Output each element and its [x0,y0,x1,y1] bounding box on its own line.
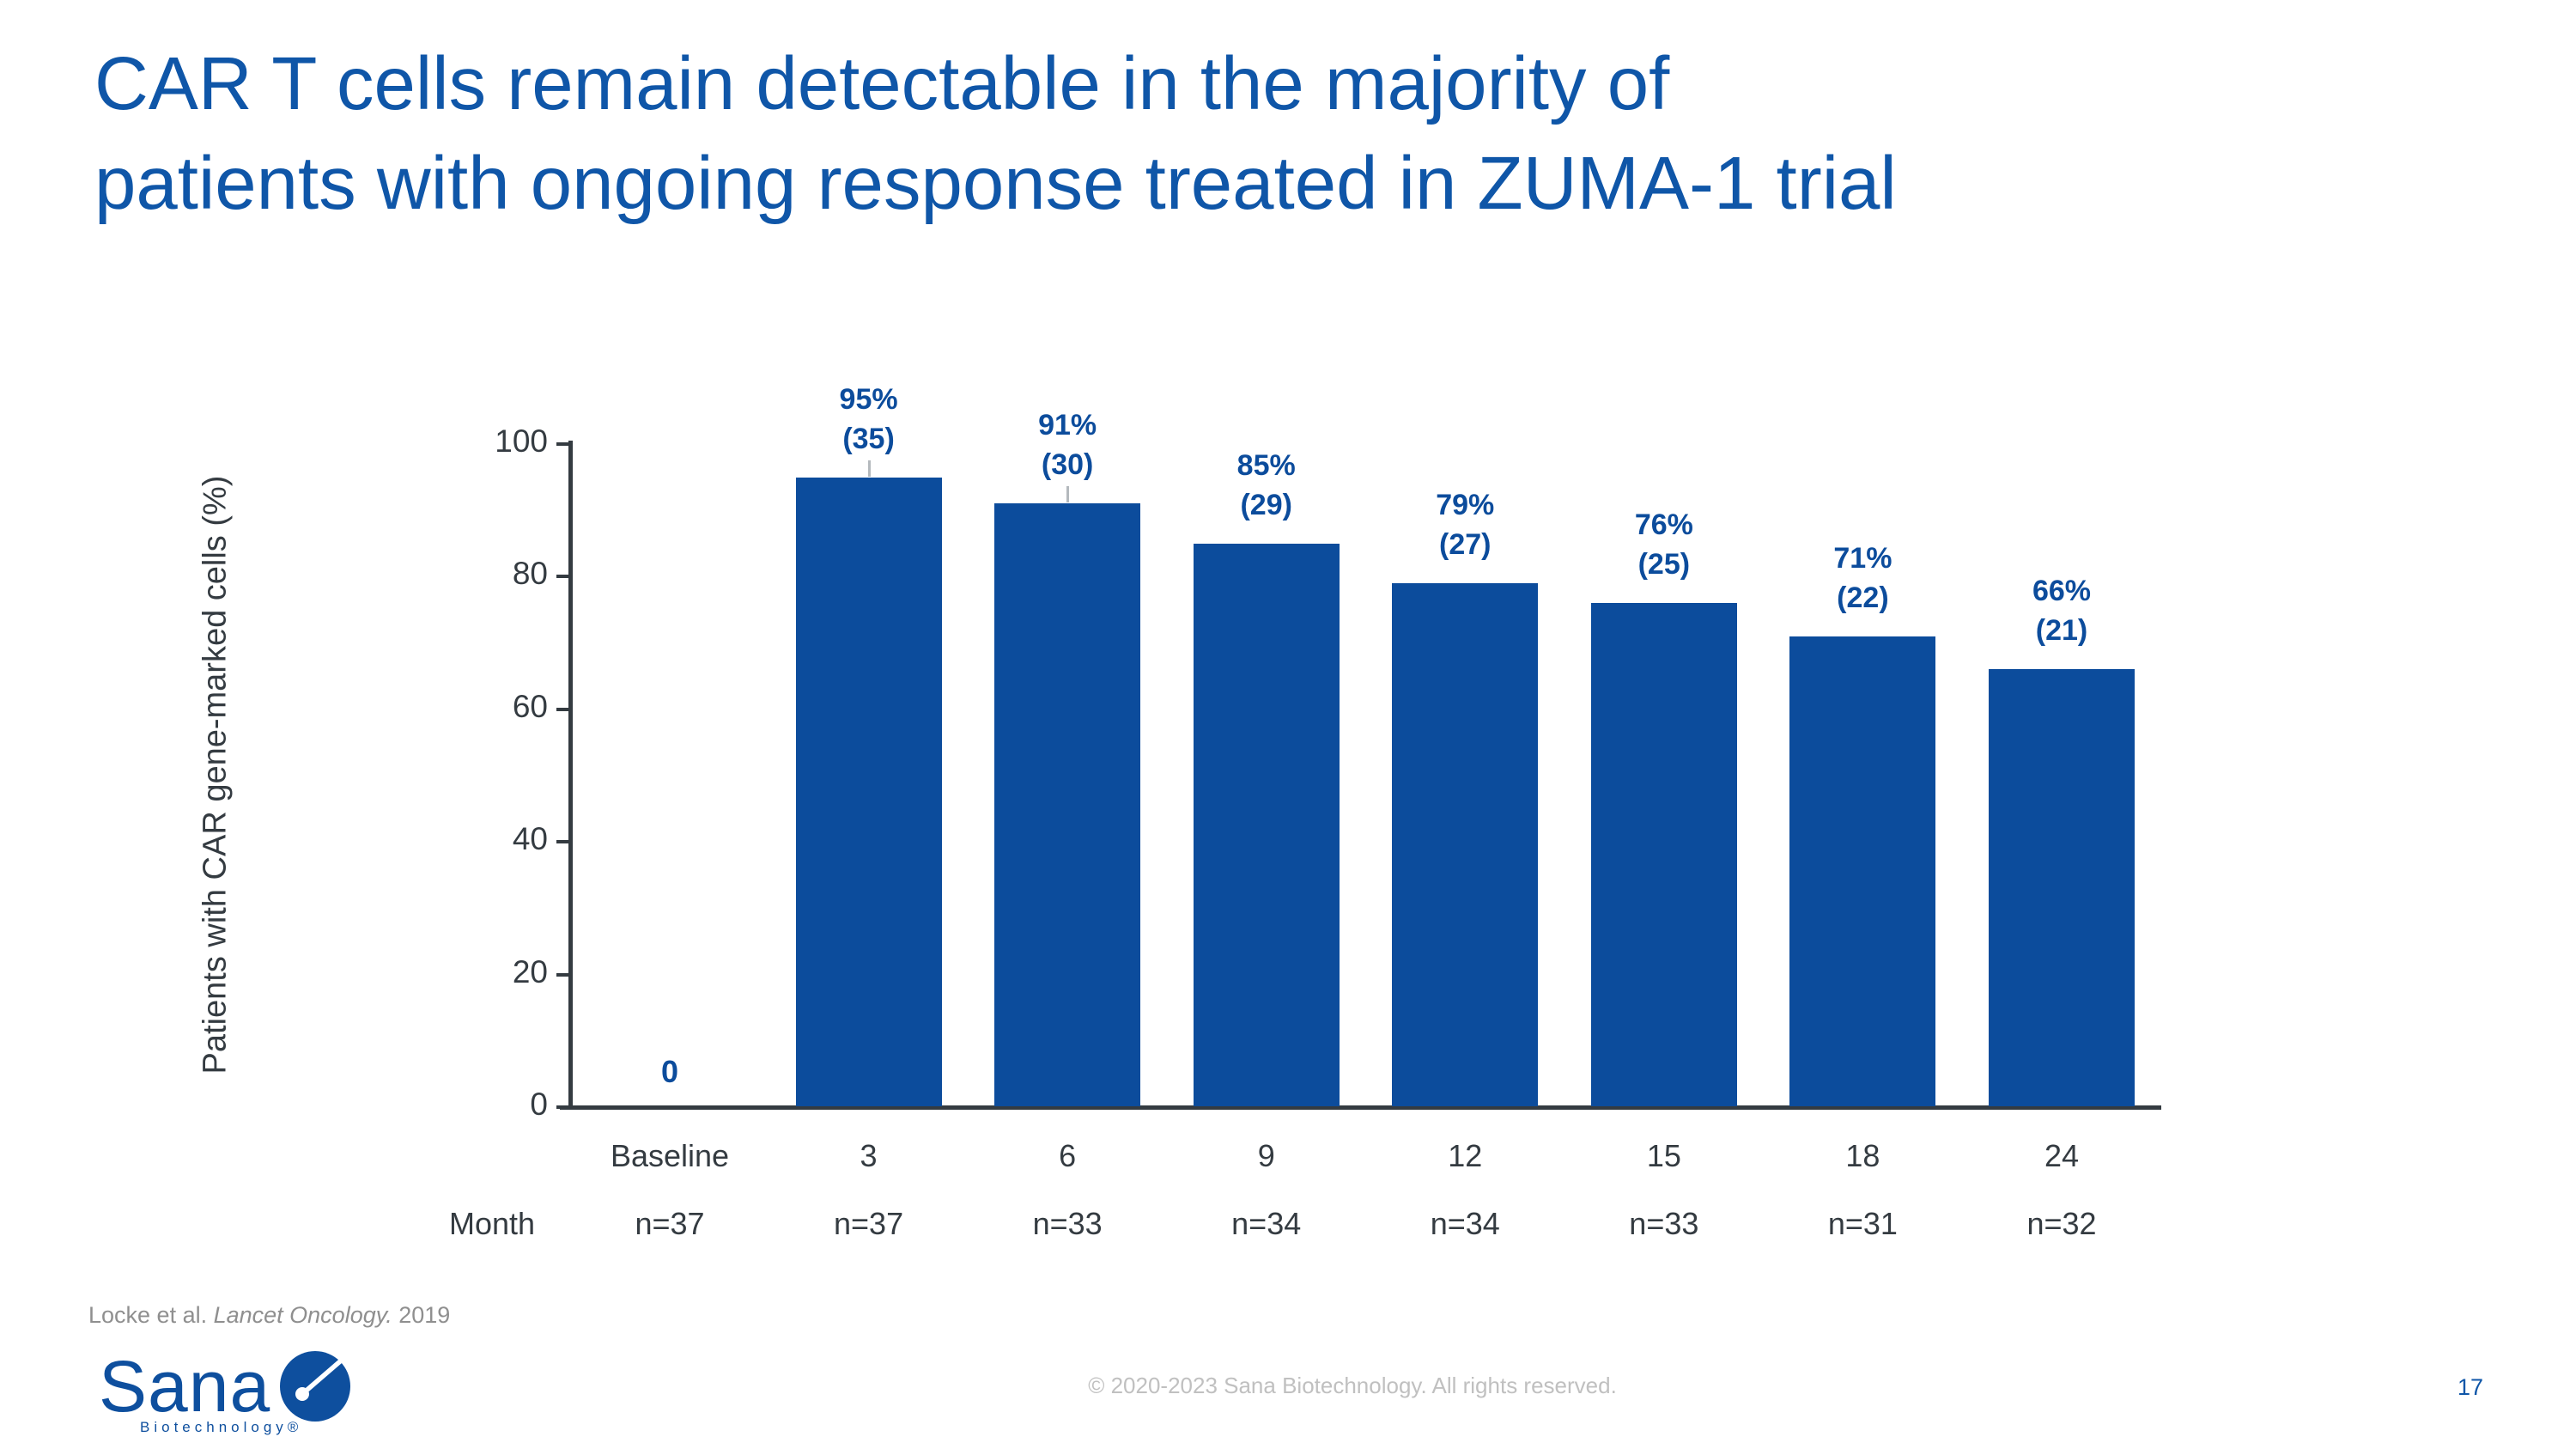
page-number: 17 [2458,1374,2484,1400]
bar-value-label: 91% (30) [1038,409,1097,482]
y-axis-line [568,441,573,1109]
x-tick-label: 12 [1448,1138,1483,1173]
x-tick-label: 18 [1845,1138,1880,1173]
x-tick-label: Baseline [610,1138,730,1173]
sana-logo-subtext: Biotechnology® [140,1419,303,1435]
label-leader-line [1066,486,1070,503]
n-count-label: n=34 [1430,1206,1500,1241]
footnote-pre: Locke et al. [88,1302,214,1328]
citation-footnote: Locke et al. Lancet Oncology. 2019 [88,1302,450,1329]
y-tick-label: 80 [512,556,548,592]
x-tick-label: 6 [1059,1138,1077,1173]
n-count-label: n=33 [1032,1206,1103,1241]
bar-zero-label: 0 [660,1054,679,1089]
n-count-label: n=31 [1827,1206,1898,1241]
x-tick-label: 9 [1257,1138,1275,1173]
y-tick-label: 40 [512,821,548,857]
y-tick-mark [556,442,568,446]
x-axis-row-label: Month [448,1206,536,1241]
bar [1988,669,2135,1106]
bar [1789,636,1936,1106]
x-tick-label: 24 [2044,1138,2080,1173]
bar [994,503,1141,1106]
x-tick-label: 15 [1646,1138,1681,1173]
bar [1392,583,1539,1106]
x-tick-label: 3 [860,1138,878,1173]
sana-logo: Sana Biotechnology® [99,1346,382,1443]
bar-value-label: 76% (25) [1634,508,1693,581]
y-tick-mark [556,575,568,579]
y-tick-mark [556,1105,568,1109]
bar-value-label: 95% (35) [839,382,898,455]
slide-title: CAR T cells remain detectable in the maj… [94,42,1897,225]
y-tick-label: 0 [530,1087,548,1122]
n-count-label: n=34 [1231,1206,1302,1241]
footnote-journal: Lancet Oncology. [213,1302,392,1328]
bar [795,477,942,1106]
y-tick-label: 60 [512,688,548,724]
bar-value-label: 66% (21) [2032,575,2092,648]
y-tick-mark [556,707,568,711]
copyright-text: © 2020-2023 Sana Biotechnology. All righ… [1088,1373,1617,1398]
y-tick-mark [556,840,568,844]
y-tick-label: 100 [495,423,548,459]
y-axis-title: Patients with CAR gene-marked cells (%) [197,475,234,1075]
n-count-label: n=37 [834,1206,904,1241]
bar [1590,603,1737,1106]
n-count-label: n=32 [2026,1206,2097,1241]
bar-value-label: 79% (27) [1436,489,1495,562]
y-tick-mark [556,972,568,977]
footnote-post: 2019 [392,1302,451,1328]
n-count-label: n=37 [635,1206,705,1241]
bar [1193,543,1340,1106]
bar-value-label: 71% (22) [1833,541,1893,614]
label-leader-line [867,460,871,477]
n-count-label: n=33 [1629,1206,1699,1241]
sana-logo-circle-icon [280,1351,350,1422]
x-axis-line [560,1105,2161,1110]
sana-logo-wordmark: Sana [99,1346,271,1427]
y-tick-label: 20 [512,953,548,989]
bar-value-label: 85% (29) [1236,448,1296,521]
